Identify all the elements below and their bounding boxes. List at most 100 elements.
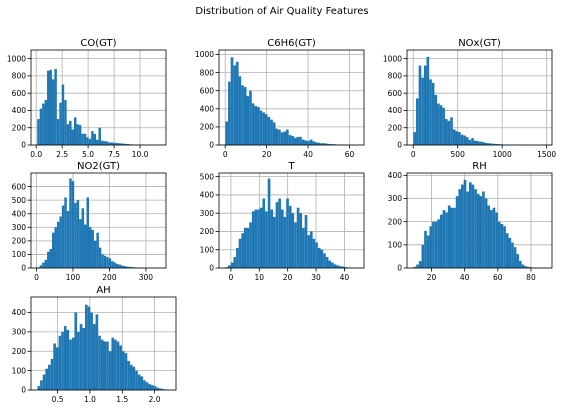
- histogram-bar: [47, 70, 50, 145]
- histogram-bar: [56, 119, 60, 145]
- histogram-bar: [307, 235, 310, 268]
- histogram-bar: [309, 231, 313, 268]
- histogram-bar: [447, 205, 451, 268]
- histogram-bar: [450, 117, 453, 145]
- histogram-bar: [471, 184, 475, 268]
- histogram-bar: [113, 142, 116, 145]
- histogram-bar: [118, 264, 122, 268]
- histogram-bar: [330, 144, 334, 145]
- histogram-bar: [243, 87, 247, 145]
- histogram-bar: [238, 76, 242, 145]
- histogram-bar: [64, 100, 67, 145]
- histogram-bar: [437, 103, 440, 145]
- histogram-panel: 0.5 1.0 1.5 2.0 0 100 200 300 400 AH: [12, 285, 177, 404]
- histogram-bar: [74, 202, 77, 268]
- histogram-bar: [418, 65, 422, 145]
- y-tick-label: 0: [209, 141, 214, 150]
- histogram-bar: [524, 266, 527, 268]
- histogram-bar: [508, 237, 512, 268]
- x-tick-label: 1000: [493, 150, 512, 159]
- histogram-bar: [108, 258, 112, 268]
- x-tick-label: 500: [451, 150, 466, 159]
- histogram-bar: [69, 120, 72, 145]
- histogram-bar: [125, 266, 129, 268]
- x-tick-label: 0: [223, 150, 228, 159]
- histogram-bar: [424, 230, 427, 268]
- histogram-bar: [460, 134, 464, 145]
- histogram-bar: [123, 143, 126, 145]
- histogram-bar: [519, 261, 522, 268]
- histogram-bar: [98, 247, 102, 268]
- histogram-bar: [479, 141, 482, 145]
- histogram-bar: [431, 82, 435, 145]
- panel-title: NO2(GT): [77, 161, 120, 172]
- histogram-bar: [492, 207, 496, 268]
- histogram-bar: [44, 100, 48, 145]
- histogram-bar: [267, 178, 271, 268]
- histogram-bar: [115, 142, 119, 145]
- histogram-bar: [336, 265, 340, 268]
- y-tick-label: 500: [12, 196, 27, 205]
- histogram-bar: [479, 196, 483, 268]
- histogram-bar: [79, 324, 83, 390]
- histogram-bar: [120, 143, 124, 145]
- histogram-bar: [270, 119, 273, 145]
- y-tick-label: 0: [397, 264, 402, 273]
- histogram-bar: [484, 142, 487, 145]
- histogram-bar: [344, 267, 347, 268]
- figure-title: Distribution of Air Quality Features: [195, 6, 368, 17]
- histogram-bar: [42, 103, 45, 145]
- histogram-bar: [98, 335, 101, 390]
- histogram-bar: [453, 207, 456, 268]
- histogram-bar: [54, 227, 57, 268]
- histogram-bar: [307, 140, 310, 145]
- histogram-bar: [161, 389, 165, 390]
- histogram-bar: [286, 129, 289, 145]
- y-tick-label: 200: [12, 123, 27, 132]
- histogram-bar: [110, 142, 114, 145]
- y-tick-label: 200: [200, 227, 215, 236]
- panel-title: C6H6(GT): [267, 38, 316, 49]
- histogram-bar: [230, 57, 234, 145]
- histogram-bar: [225, 121, 229, 145]
- histogram-bar: [230, 262, 234, 268]
- histogram-bar: [156, 387, 159, 390]
- histogram-bar: [40, 380, 43, 390]
- histogram-bar: [246, 227, 250, 268]
- histogram-bar: [108, 142, 111, 145]
- histogram-bar: [452, 129, 456, 145]
- histogram-bar: [140, 376, 144, 390]
- histogram-bar: [50, 359, 54, 390]
- histogram-bar: [71, 129, 74, 145]
- histogram-bar: [296, 207, 300, 268]
- histogram-bar: [87, 306, 91, 390]
- histogram-bar: [286, 198, 289, 268]
- histogram-bar: [37, 386, 41, 390]
- y-tick-label: 400: [388, 106, 403, 115]
- histogram-bar: [106, 341, 109, 390]
- histogram-bar: [416, 98, 419, 145]
- x-tick-label: 20: [427, 273, 437, 282]
- y-tick-label: 200: [12, 237, 27, 246]
- histogram-bar: [437, 219, 440, 268]
- x-tick-label: 20: [262, 150, 272, 159]
- histogram-bar: [251, 211, 255, 268]
- histogram-bar: [511, 242, 514, 268]
- histogram-bar: [61, 205, 65, 268]
- histogram-bar: [93, 240, 97, 268]
- histogram-bar: [526, 266, 530, 268]
- x-tick-label: 300: [139, 273, 154, 282]
- histogram-bar: [328, 260, 332, 268]
- histogram-bar: [257, 209, 260, 268]
- y-tick-label: 400: [388, 171, 403, 180]
- x-tick-label: 0: [411, 150, 416, 159]
- x-tick-label: 60: [345, 150, 355, 159]
- histogram-bar: [127, 144, 131, 145]
- histogram-bar: [63, 326, 67, 390]
- x-tick-label: 2.5: [56, 150, 68, 159]
- histogram-bar: [66, 211, 70, 268]
- histogram-bar: [429, 79, 432, 145]
- histogram-bar: [473, 140, 477, 145]
